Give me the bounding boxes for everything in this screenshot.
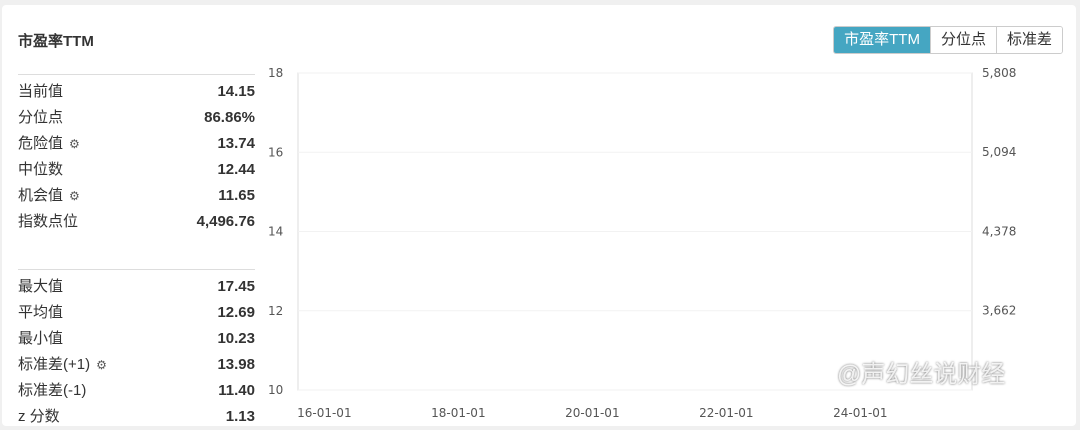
stat-label: 中位数	[18, 161, 64, 178]
stat-row: 平均值 12.69	[18, 300, 255, 326]
tab-percentile[interactable]: 分位点	[929, 27, 996, 53]
stat-row: 标准差(+1) ⚙ 13.98	[18, 352, 255, 378]
stat-row: 中位数 12.44	[18, 157, 255, 183]
stat-value: 10.23	[217, 330, 255, 347]
stats-current: 当前值 14.15 分位点 86.86% 危险值 ⚙ 13.74 中位数 12.44 机会值 ⚙ 11…	[18, 74, 255, 235]
stat-value: 86.86%	[204, 109, 255, 126]
stat-row: 指数点位 4,496.76	[18, 209, 255, 235]
stat-label: 危险值	[18, 135, 64, 152]
stat-label: 指数点位	[18, 213, 79, 230]
stat-value: 12.69	[217, 304, 255, 321]
stat-value: 1.13	[225, 408, 255, 425]
stat-value: 11.40	[218, 382, 255, 399]
stat-value: 13.98	[217, 356, 255, 373]
tab-std-dev[interactable]: 标准差	[995, 27, 1062, 53]
stat-label: 分位点	[18, 109, 64, 126]
y-right-tick-label: 5,094	[982, 145, 1016, 159]
stat-label: 标准差(-1)	[18, 382, 87, 399]
stat-value: 13.74	[217, 135, 255, 152]
stat-value: 4,496.76	[196, 213, 255, 230]
stat-label: z 分数	[18, 408, 60, 425]
x-tick-label: 24-01-01	[833, 406, 887, 420]
x-tick-label: 18-01-01	[431, 406, 485, 420]
gear-icon[interactable]: ⚙	[69, 189, 80, 203]
stat-row: z 分数 1.13	[18, 404, 255, 430]
tab-pe-ttm[interactable]: 市盈率TTM	[834, 27, 930, 53]
y-right-tick-label: 4,378	[982, 224, 1016, 238]
x-tick-label: 16-01-01	[297, 406, 351, 420]
stat-label: 机会值	[18, 187, 64, 204]
stat-row: 当前值 14.15	[18, 79, 255, 105]
y-left-tick-label: 10	[268, 383, 283, 397]
y-left-tick-label: 12	[268, 304, 283, 318]
x-tick-label: 22-01-01	[699, 406, 753, 420]
stat-label: 当前值	[18, 83, 64, 100]
stat-row: 危险值 ⚙ 13.74	[18, 131, 255, 157]
stat-row: 最大值 17.45	[18, 274, 255, 300]
stat-row: 最小值 10.23	[18, 326, 255, 352]
pe-panel: 市盈率TTM 市盈率TTM 分位点 标准差 当前值 14.15 分位点 86.86% 危…	[2, 5, 1076, 426]
stat-label: 最小值	[18, 330, 64, 347]
y-left-tick-label: 16	[268, 145, 283, 159]
stat-row: 分位点 86.86%	[18, 105, 255, 131]
y-left-tick-label: 14	[268, 225, 283, 239]
panel-title: 市盈率TTM	[18, 33, 94, 50]
gear-icon[interactable]: ⚙	[96, 358, 107, 372]
stat-label: 标准差(+1)	[18, 356, 91, 373]
stat-value: 11.65	[218, 187, 255, 204]
x-tick-label: 20-01-01	[565, 406, 619, 420]
gear-icon[interactable]: ⚙	[69, 137, 80, 151]
watermark: @声幻丝说财经	[837, 361, 1006, 388]
pe-chart: 10 12 14 16 18 3,662 4,378 5,094 5,808 16-01-01 18…	[268, 66, 1016, 420]
stats-history: 最大值 17.45 平均值 12.69 最小值 10.23 标准差(+1) ⚙ 13.98 标准差…	[18, 269, 255, 430]
stat-row: 机会值 ⚙ 11.65	[18, 183, 255, 209]
stat-label: 最大值	[18, 278, 64, 295]
stat-row: 标准差(-1) 11.40	[18, 378, 255, 404]
stat-value: 12.44	[217, 161, 255, 178]
stat-value: 17.45	[217, 278, 255, 295]
y-left-tick-label: 18	[268, 66, 283, 80]
stat-label: 平均值	[18, 304, 64, 321]
stat-value: 14.15	[217, 83, 255, 100]
y-right-tick-label: 5,808	[982, 66, 1016, 80]
y-right-tick-label: 3,662	[982, 304, 1016, 318]
view-toggle: 市盈率TTM 分位点 标准差	[833, 26, 1063, 54]
